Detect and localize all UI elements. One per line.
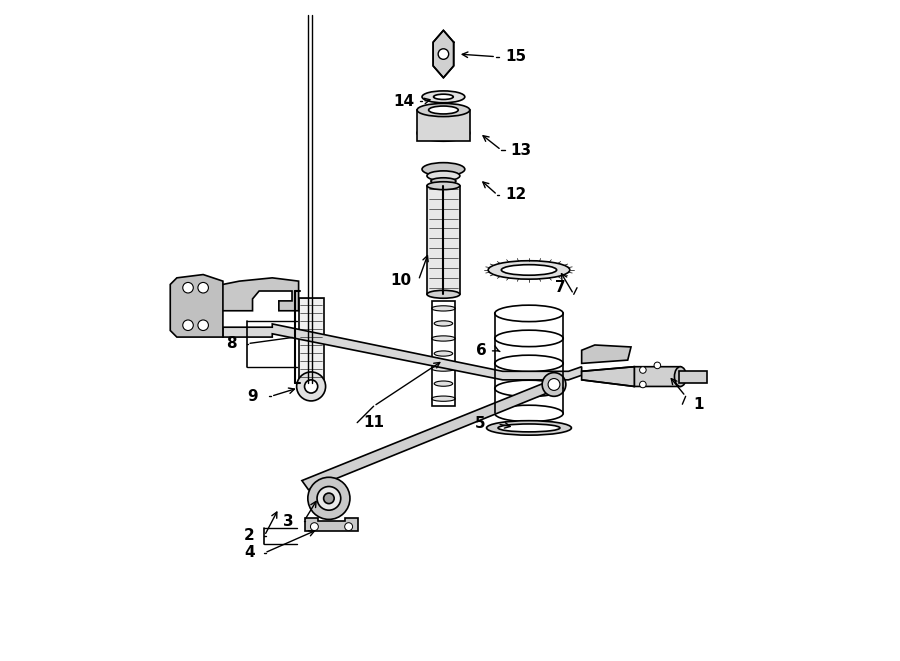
Text: 11: 11 xyxy=(363,415,384,430)
Ellipse shape xyxy=(431,178,456,184)
Circle shape xyxy=(345,523,353,531)
Text: 7: 7 xyxy=(555,280,566,295)
Circle shape xyxy=(542,373,566,397)
Circle shape xyxy=(183,320,194,330)
Circle shape xyxy=(640,367,646,373)
Polygon shape xyxy=(223,324,581,380)
Ellipse shape xyxy=(417,103,470,116)
Circle shape xyxy=(548,379,560,391)
Polygon shape xyxy=(581,345,631,364)
Circle shape xyxy=(324,493,334,504)
Ellipse shape xyxy=(434,381,453,386)
Ellipse shape xyxy=(487,420,572,435)
Polygon shape xyxy=(680,371,706,383)
Text: 8: 8 xyxy=(226,336,237,351)
Ellipse shape xyxy=(434,95,454,99)
Circle shape xyxy=(183,282,194,293)
Circle shape xyxy=(317,486,341,510)
Bar xyxy=(299,297,324,383)
Circle shape xyxy=(304,380,318,393)
Text: 9: 9 xyxy=(248,389,257,404)
Text: 10: 10 xyxy=(391,273,412,288)
Text: 12: 12 xyxy=(505,188,526,202)
Ellipse shape xyxy=(434,351,453,356)
Text: 1: 1 xyxy=(694,397,704,412)
Polygon shape xyxy=(302,380,555,490)
Polygon shape xyxy=(305,518,358,531)
Ellipse shape xyxy=(432,366,455,371)
Text: 15: 15 xyxy=(505,49,526,64)
Ellipse shape xyxy=(422,163,464,176)
Ellipse shape xyxy=(432,336,455,341)
Ellipse shape xyxy=(417,125,470,141)
Text: 14: 14 xyxy=(393,94,415,109)
Ellipse shape xyxy=(427,182,460,190)
Text: 3: 3 xyxy=(283,514,293,529)
Circle shape xyxy=(654,362,661,369)
Bar xyxy=(427,186,460,294)
Circle shape xyxy=(310,523,319,531)
Circle shape xyxy=(438,49,449,59)
Bar xyxy=(432,301,455,407)
Circle shape xyxy=(308,477,350,520)
Ellipse shape xyxy=(434,321,453,326)
Polygon shape xyxy=(196,278,299,311)
Text: 6: 6 xyxy=(476,343,487,358)
Polygon shape xyxy=(581,367,634,387)
Polygon shape xyxy=(634,367,684,387)
Circle shape xyxy=(640,381,646,388)
Text: 13: 13 xyxy=(510,143,532,157)
Ellipse shape xyxy=(422,91,464,102)
Polygon shape xyxy=(170,274,223,337)
Text: 2: 2 xyxy=(244,528,255,543)
Ellipse shape xyxy=(428,106,458,114)
Polygon shape xyxy=(417,110,470,141)
Polygon shape xyxy=(433,30,454,78)
Text: 5: 5 xyxy=(475,416,486,432)
Ellipse shape xyxy=(427,171,460,180)
Ellipse shape xyxy=(488,260,570,279)
Ellipse shape xyxy=(432,306,455,311)
Ellipse shape xyxy=(674,367,687,387)
Circle shape xyxy=(297,372,326,401)
Circle shape xyxy=(198,320,209,330)
Circle shape xyxy=(198,282,209,293)
Ellipse shape xyxy=(498,424,560,432)
Ellipse shape xyxy=(427,290,460,298)
Ellipse shape xyxy=(432,396,455,401)
Text: 4: 4 xyxy=(244,545,255,561)
Ellipse shape xyxy=(501,264,556,275)
